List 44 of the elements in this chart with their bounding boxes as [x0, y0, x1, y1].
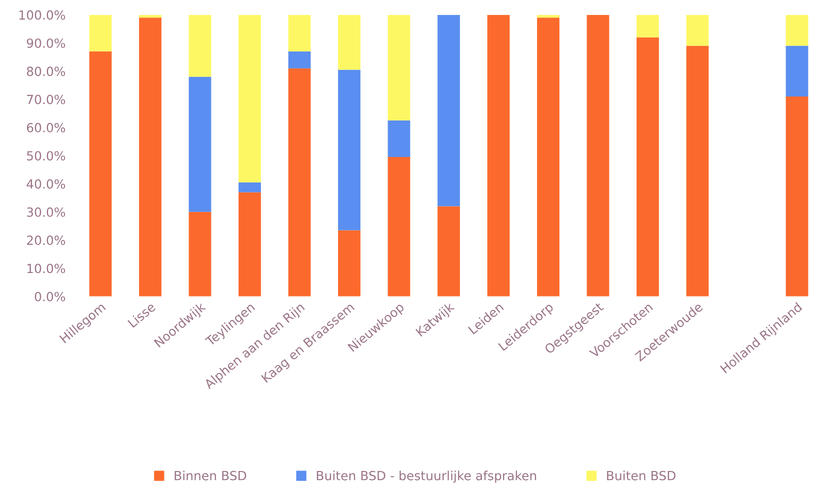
- bar: [686, 46, 709, 296]
- bar: [786, 14, 808, 46]
- y-tick-label: 80.0%: [26, 66, 66, 76]
- y-tick-label: 10.0%: [27, 264, 66, 274]
- y-tick-label: 70.0%: [27, 94, 66, 104]
- legend-label: Binnen BSD: [174, 470, 246, 480]
- y-tick-label: 60.0%: [26, 122, 66, 132]
- bar: [438, 206, 460, 296]
- y-tick-label: 30.0%: [27, 207, 66, 217]
- bar: [438, 14, 460, 206]
- y-tick-label: 0.0%: [34, 292, 66, 302]
- bar: [238, 14, 261, 182]
- y-tick-label: 50.0%: [27, 151, 66, 161]
- bar: [288, 68, 311, 296]
- bar: [537, 18, 560, 296]
- bar: [586, 14, 610, 296]
- bar: [686, 14, 709, 46]
- bar: [786, 46, 808, 96]
- bar: [388, 120, 410, 158]
- bar: [238, 182, 261, 192]
- bar: [338, 230, 360, 296]
- y-tick-label: 100.0%: [19, 10, 66, 20]
- bar: [238, 192, 261, 296]
- bar: [338, 14, 360, 70]
- y-tick-label: 90.0%: [26, 38, 66, 48]
- y-tick-label: 20.0%: [26, 236, 66, 246]
- bar: [786, 96, 808, 296]
- bar: [388, 157, 410, 296]
- bar: [89, 14, 112, 52]
- bar: [188, 212, 212, 296]
- bar: [288, 51, 311, 68]
- y-tick-label: 40.0%: [26, 179, 66, 189]
- bar: [188, 76, 212, 212]
- bar: [139, 18, 162, 296]
- bar: [188, 14, 212, 77]
- legend-label: Buiten BSD: [607, 470, 676, 480]
- bar: [388, 14, 410, 120]
- bar: [89, 51, 112, 296]
- bar: [636, 37, 659, 296]
- bar: [636, 14, 659, 38]
- bar: [338, 70, 360, 230]
- bar: [288, 14, 311, 52]
- bar: [487, 14, 510, 296]
- legend-label: Buiten BSD - bestuurlijke afspraken: [316, 470, 536, 483]
